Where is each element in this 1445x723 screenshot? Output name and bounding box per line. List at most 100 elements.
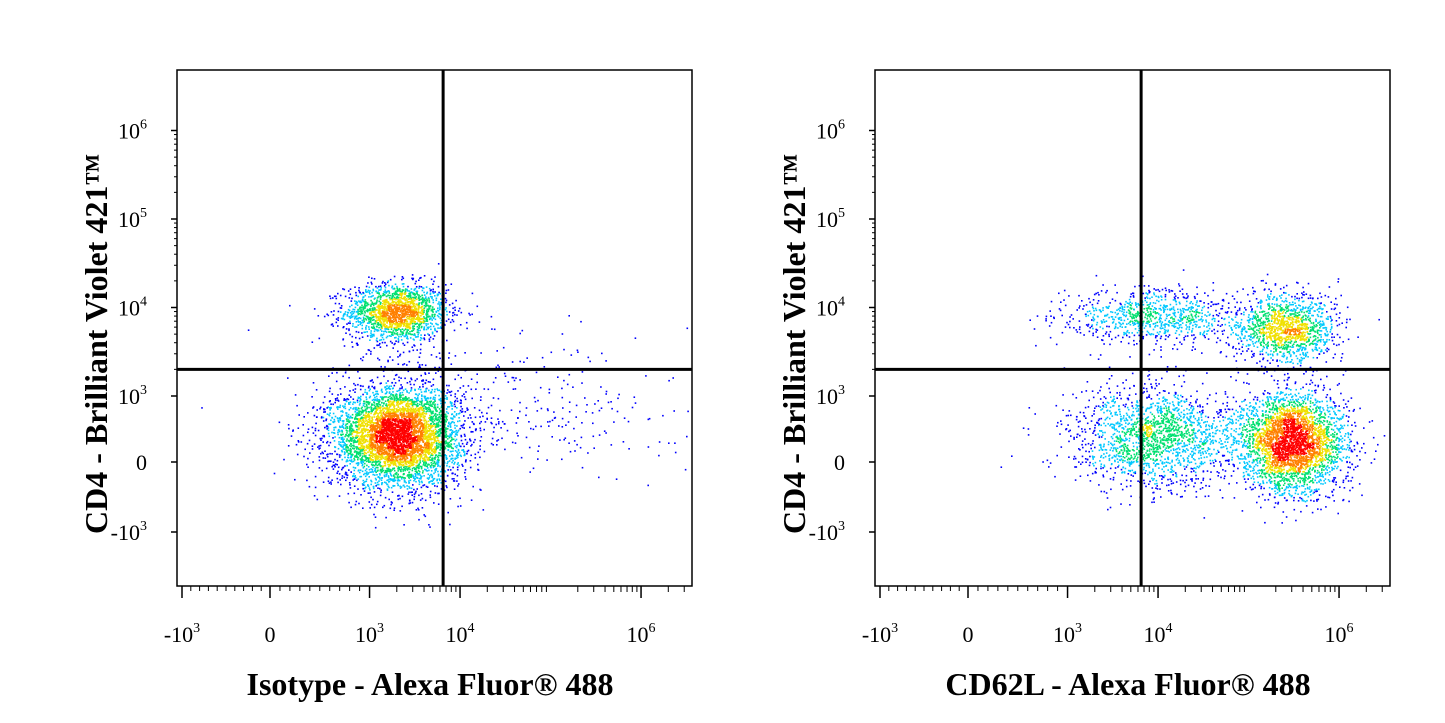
event-dot bbox=[348, 297, 351, 299]
event-dot bbox=[359, 323, 361, 326]
event-dot bbox=[368, 403, 370, 406]
event-dot bbox=[440, 470, 442, 473]
event-dot bbox=[350, 451, 352, 453]
event-dot bbox=[389, 321, 391, 324]
event-dot bbox=[412, 474, 414, 477]
event-dot bbox=[386, 335, 389, 338]
event-dot bbox=[425, 301, 428, 304]
event-dot bbox=[387, 479, 389, 481]
event-dot bbox=[370, 410, 372, 413]
event-dot bbox=[438, 303, 441, 305]
event-dot bbox=[377, 322, 379, 324]
event-dot bbox=[364, 408, 367, 411]
event-dot bbox=[407, 315, 409, 318]
event-dot bbox=[413, 440, 416, 442]
event-dot bbox=[419, 321, 422, 323]
event-dot bbox=[331, 465, 333, 468]
event-dot bbox=[367, 421, 369, 424]
event-dot bbox=[328, 460, 330, 462]
event-dot bbox=[389, 278, 392, 281]
event-dot bbox=[390, 422, 392, 425]
event-dot bbox=[454, 450, 457, 452]
event-dot bbox=[436, 414, 439, 416]
event-dot bbox=[334, 450, 336, 453]
event-dot bbox=[391, 333, 394, 335]
event-dot bbox=[397, 404, 400, 406]
event-dot bbox=[312, 382, 315, 384]
event-dot bbox=[327, 480, 330, 482]
event-dot bbox=[406, 326, 408, 328]
event-dot bbox=[361, 324, 363, 327]
event-dot bbox=[432, 290, 434, 293]
event-dot bbox=[371, 319, 374, 321]
event-dot bbox=[314, 475, 317, 478]
event-dot bbox=[411, 460, 414, 463]
event-dot bbox=[357, 295, 359, 298]
event-dot bbox=[380, 315, 382, 318]
event-dot bbox=[362, 435, 364, 438]
event-dot bbox=[311, 448, 314, 450]
event-dot bbox=[418, 316, 421, 319]
tick-label: 106 bbox=[627, 621, 656, 647]
event-dot bbox=[384, 366, 386, 368]
event-dot bbox=[357, 313, 360, 316]
event-dot bbox=[352, 323, 354, 325]
event-dot bbox=[405, 405, 408, 407]
event-dot bbox=[360, 475, 363, 478]
event-dot bbox=[391, 434, 394, 436]
event-dot bbox=[421, 446, 424, 448]
event-dot bbox=[427, 434, 430, 437]
event-dot bbox=[430, 473, 433, 476]
event-dot bbox=[373, 347, 376, 349]
event-dot bbox=[292, 429, 294, 431]
event-dot bbox=[386, 328, 389, 330]
event-dot bbox=[376, 326, 378, 328]
event-dot bbox=[355, 316, 357, 318]
event-dot bbox=[376, 392, 378, 395]
event-dot bbox=[412, 278, 414, 281]
event-dot bbox=[393, 307, 396, 310]
event-dot bbox=[335, 318, 338, 320]
event-dot bbox=[380, 325, 383, 328]
event-dot bbox=[350, 448, 352, 451]
event-dot bbox=[448, 444, 450, 446]
event-dot bbox=[406, 391, 408, 393]
event-dot bbox=[395, 321, 398, 323]
event-dot bbox=[383, 316, 385, 319]
event-dot bbox=[405, 449, 407, 451]
event-dot bbox=[337, 319, 339, 321]
event-dot bbox=[363, 428, 366, 431]
event-dot bbox=[356, 434, 358, 437]
event-dot bbox=[391, 461, 393, 463]
event-dot bbox=[343, 398, 346, 400]
event-dot bbox=[459, 409, 462, 412]
event-dot bbox=[434, 432, 436, 434]
event-dot bbox=[417, 466, 420, 469]
event-dot bbox=[397, 498, 400, 501]
event-dot bbox=[385, 328, 388, 330]
event-dot bbox=[383, 462, 386, 464]
event-dot bbox=[434, 485, 436, 487]
event-dot bbox=[383, 285, 386, 287]
event-dot bbox=[408, 426, 410, 429]
event-dot bbox=[409, 292, 412, 294]
event-dot bbox=[392, 479, 395, 481]
event-dot bbox=[395, 408, 398, 411]
event-dot bbox=[365, 291, 367, 293]
event-dot bbox=[400, 421, 403, 424]
event-dot bbox=[457, 420, 459, 423]
event-dot bbox=[437, 475, 440, 477]
event-dot bbox=[418, 294, 420, 297]
event-dot bbox=[312, 461, 314, 463]
event-dot bbox=[351, 335, 354, 338]
event-dot bbox=[350, 460, 352, 462]
event-dot bbox=[328, 444, 330, 447]
event-dot bbox=[446, 398, 448, 400]
event-dot bbox=[389, 416, 392, 419]
event-dot bbox=[384, 323, 386, 326]
event-dot bbox=[393, 445, 395, 447]
event-dot bbox=[377, 307, 380, 309]
event-dot bbox=[389, 325, 391, 328]
event-dot bbox=[423, 390, 426, 393]
event-dot bbox=[389, 411, 392, 414]
